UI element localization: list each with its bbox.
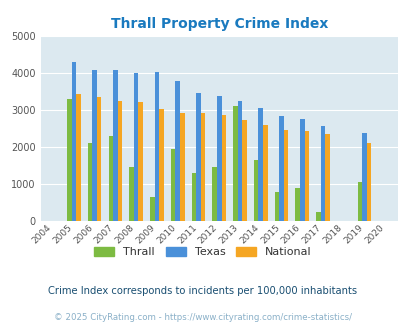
Bar — [138, 102, 143, 221]
Bar — [232, 106, 237, 221]
Text: © 2025 CityRating.com - https://www.cityrating.com/crime-statistics/: © 2025 CityRating.com - https://www.city… — [54, 313, 351, 322]
Bar — [279, 116, 283, 221]
Bar — [295, 188, 299, 221]
Bar — [150, 197, 154, 221]
Bar — [87, 144, 92, 221]
Bar — [362, 133, 366, 221]
Bar — [212, 167, 216, 221]
Bar — [134, 73, 138, 221]
Bar — [216, 96, 221, 221]
Bar — [97, 97, 101, 221]
Bar — [366, 143, 371, 221]
Bar — [258, 108, 262, 221]
Bar — [283, 130, 288, 221]
Bar — [196, 93, 200, 221]
Bar — [171, 149, 175, 221]
Bar — [315, 212, 320, 221]
Bar — [159, 109, 163, 221]
Bar — [299, 118, 304, 221]
Bar — [304, 131, 309, 221]
Bar — [154, 72, 159, 221]
Text: Crime Index corresponds to incidents per 100,000 inhabitants: Crime Index corresponds to incidents per… — [48, 286, 357, 296]
Bar — [129, 167, 134, 221]
Bar — [324, 134, 329, 221]
Bar — [76, 94, 81, 221]
Bar — [92, 71, 97, 221]
Title: Thrall Property Crime Index: Thrall Property Crime Index — [110, 17, 327, 31]
Bar — [274, 191, 279, 221]
Bar — [175, 81, 179, 221]
Bar — [179, 113, 184, 221]
Bar — [113, 70, 117, 221]
Bar — [357, 182, 362, 221]
Bar — [320, 126, 324, 221]
Bar — [242, 120, 246, 221]
Bar — [71, 62, 76, 221]
Bar — [108, 136, 113, 221]
Bar — [117, 101, 122, 221]
Bar — [67, 99, 71, 221]
Bar — [221, 115, 226, 221]
Bar — [200, 113, 205, 221]
Bar — [262, 125, 267, 221]
Bar — [253, 160, 258, 221]
Legend: Thrall, Texas, National: Thrall, Texas, National — [90, 242, 315, 262]
Bar — [191, 173, 196, 221]
Bar — [237, 101, 242, 221]
